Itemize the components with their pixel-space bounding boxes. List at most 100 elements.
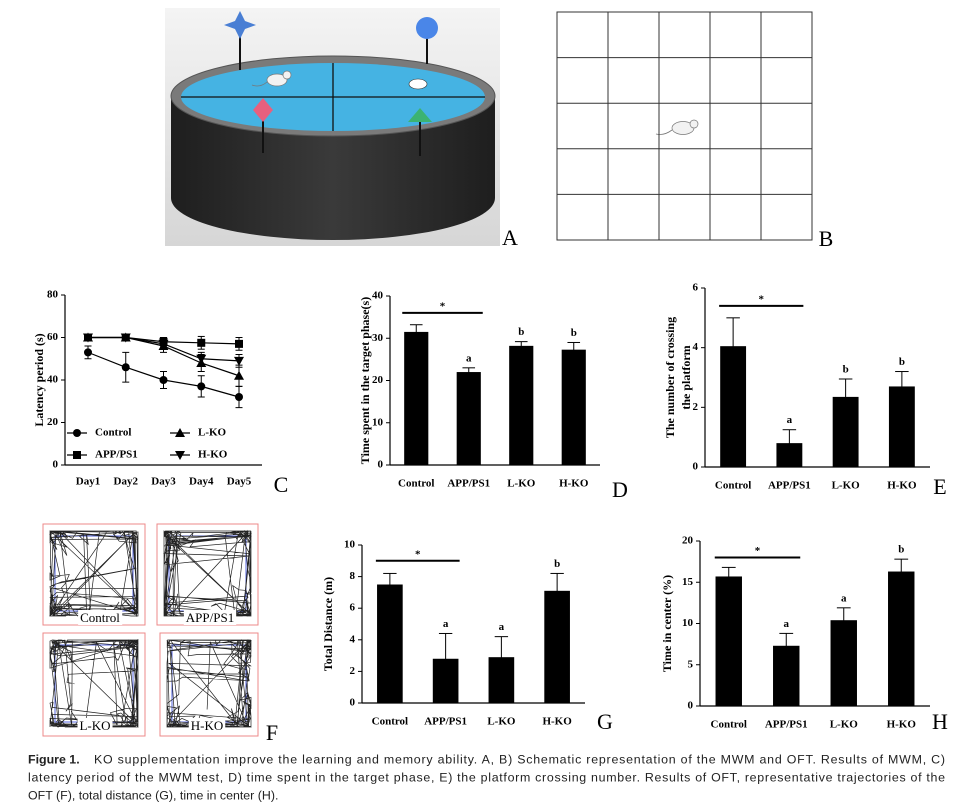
y-tick-label: 0 [688, 700, 694, 712]
mouse [251, 70, 292, 87]
legend-label: L-KO [198, 427, 227, 439]
error-bar [550, 572, 564, 609]
bar-label: b [571, 327, 577, 339]
legend-marker [73, 429, 81, 437]
bar-label: b [843, 364, 849, 376]
bar-label: b [518, 326, 524, 338]
y-tick-label: 4 [693, 341, 699, 353]
panel-label: C [274, 472, 289, 497]
y-tick-label: 20 [682, 535, 694, 547]
caption-line: latency period of the MWM test, D) time … [28, 770, 945, 784]
y-tick-label: 0 [693, 461, 699, 473]
x-tick-label: L-KO [830, 719, 859, 731]
x-tick-label: Day3 [151, 476, 176, 488]
platform [408, 78, 428, 90]
x-tick-label: Control [398, 478, 434, 490]
error-bar [838, 378, 853, 416]
y-tick-label: 6 [693, 282, 699, 294]
mouse [655, 119, 699, 135]
caption-line: KO supplementation improve the learning … [94, 752, 945, 766]
panel-label: A [502, 225, 518, 250]
bar-label: a [499, 621, 505, 633]
bar-label: b [554, 558, 560, 570]
label-background [77, 717, 113, 733]
bar [404, 331, 429, 465]
y-axis-label: Time spent in the target phase(s) [358, 297, 372, 464]
bar [456, 372, 481, 465]
open-field-illustration: B [556, 11, 833, 251]
y-tick-label: 2 [350, 665, 356, 677]
trajectories: F Control APP/PS1 L-KO H-KO [42, 523, 278, 745]
trajectory [49, 530, 139, 618]
trajectory-label: H-KO [191, 718, 224, 733]
trajectory-label: APP/PS1 [186, 610, 234, 625]
y-tick-label: 40 [372, 290, 384, 302]
bar-label: a [787, 414, 793, 426]
bar [544, 590, 570, 703]
panel-label: E [933, 474, 946, 499]
x-tick-label: Control [711, 719, 747, 731]
significance-label: * [755, 545, 761, 557]
bar [830, 620, 857, 706]
y-axis-label: The number of crossing [663, 317, 677, 438]
x-tick-label: APP/PS1 [768, 480, 811, 492]
bar [715, 576, 742, 706]
pool-wall [171, 96, 495, 240]
error-bar [494, 636, 509, 679]
maze-illustration: A [165, 8, 518, 250]
marker [83, 333, 93, 343]
x-tick-label: APP/PS1 [447, 478, 490, 490]
marker [84, 348, 92, 357]
error-bar [409, 324, 423, 340]
y-tick-label: 0 [378, 459, 384, 471]
y-tick-label: 0 [350, 697, 356, 709]
error-bar [836, 607, 851, 634]
legend-label: H-KO [198, 449, 228, 461]
y-tick-label: 20 [372, 374, 384, 386]
y-tick-label: 10 [372, 416, 384, 428]
bar-label: a [443, 618, 449, 630]
shape [282, 70, 292, 80]
marker [235, 393, 243, 401]
panel-label: D [612, 477, 628, 502]
marker [196, 354, 207, 364]
error-bar [779, 632, 794, 659]
error-bar [567, 341, 581, 358]
cue-diamond [253, 98, 273, 122]
trajectory-label: L-KO [79, 718, 110, 733]
legend-marker [175, 428, 185, 437]
bar-label: a [466, 352, 472, 364]
legend-marker [73, 451, 81, 459]
error-bar [726, 317, 740, 376]
label-background [78, 609, 123, 625]
bar-label: b [899, 356, 905, 368]
y-axis-label: Latency period (s) [32, 333, 46, 426]
error-bar [514, 341, 528, 351]
marker [197, 382, 206, 391]
y-tick-label: 2 [693, 401, 699, 413]
x-tick-label: L-KO [487, 716, 516, 728]
x-tick-label: Control [372, 716, 408, 728]
shape [655, 129, 673, 135]
panel-label: G [597, 709, 613, 734]
x-tick-label: L-KO [507, 478, 536, 490]
marker [197, 338, 206, 347]
cue-circle [416, 17, 438, 39]
y-tick-label: 10 [344, 539, 356, 551]
trajectory [48, 639, 139, 728]
bar [561, 349, 586, 465]
caption-label: Figure 1. [28, 752, 80, 766]
x-tick-label: H-KO [559, 478, 589, 490]
y-tick-label: 30 [372, 332, 384, 344]
bar [509, 345, 534, 465]
error-bar [438, 632, 453, 685]
significance-label: * [440, 300, 446, 312]
x-tick-label: Day5 [227, 476, 252, 488]
caption: Figure 1. KO supplementation improve the… [28, 752, 945, 802]
x-tick-label: APP/PS1 [424, 716, 467, 728]
y-tick-label: 5 [688, 658, 694, 670]
y-tick-label: 80 [47, 289, 59, 301]
y-tick-label: 15 [682, 576, 694, 588]
